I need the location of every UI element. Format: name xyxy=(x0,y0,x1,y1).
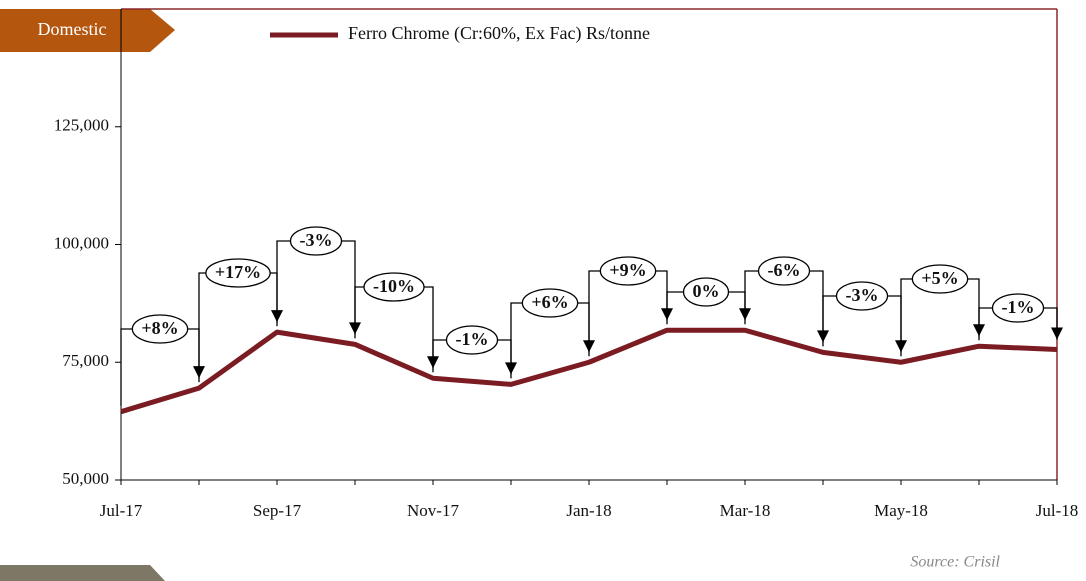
change-bubble xyxy=(363,272,425,302)
x-tick-label: May-18 xyxy=(874,501,928,520)
change-bubble xyxy=(991,293,1045,323)
change-bubble xyxy=(911,264,969,294)
change-label: +8% xyxy=(141,318,178,338)
change-label: -6% xyxy=(768,260,801,280)
change-label: -1% xyxy=(1002,297,1035,317)
change-label: +9% xyxy=(609,260,646,280)
change-bubble xyxy=(682,277,730,307)
change-label: +17% xyxy=(215,262,261,282)
change-bubble xyxy=(835,281,889,311)
x-tick-label: Jan-18 xyxy=(566,501,611,520)
x-tick-label: Nov-17 xyxy=(407,501,459,520)
x-tick-label: Sep-17 xyxy=(253,501,302,520)
tag-label: Domestic xyxy=(38,19,107,39)
x-tick-label: Jul-18 xyxy=(1036,501,1079,520)
series-line xyxy=(120,327,1058,415)
change-arrow xyxy=(1051,327,1063,340)
x-tick-label: Mar-18 xyxy=(720,501,771,520)
change-label: -1% xyxy=(456,329,489,349)
tag-badge xyxy=(0,9,175,52)
change-bubble xyxy=(445,325,499,355)
y-tick-label: 50,000 xyxy=(62,469,109,488)
change-label: 0% xyxy=(693,281,720,301)
change-bubble xyxy=(757,256,811,286)
change-bubble xyxy=(521,288,579,318)
change-bubble xyxy=(205,258,271,288)
change-bubble xyxy=(131,314,189,344)
change-label: +5% xyxy=(921,268,958,288)
change-label: -3% xyxy=(300,230,333,250)
change-bubble xyxy=(289,226,343,256)
change-label: +6% xyxy=(531,292,568,312)
change-bracket xyxy=(198,272,278,383)
y-tick-label: 125,000 xyxy=(54,116,109,135)
y-tick-label: 75,000 xyxy=(62,351,109,370)
change-label: -3% xyxy=(846,285,879,305)
x-tick-label: Jul-17 xyxy=(100,501,143,520)
change-label: -10% xyxy=(373,276,415,296)
y-tick-label: 100,000 xyxy=(54,233,109,252)
footer-badge xyxy=(0,565,165,581)
change-bubble xyxy=(599,256,657,286)
source: Source: Crisil xyxy=(910,554,1000,571)
legend-label: Ferro Chrome (Cr:60%, Ex Fac) Rs/tonne xyxy=(348,23,650,44)
